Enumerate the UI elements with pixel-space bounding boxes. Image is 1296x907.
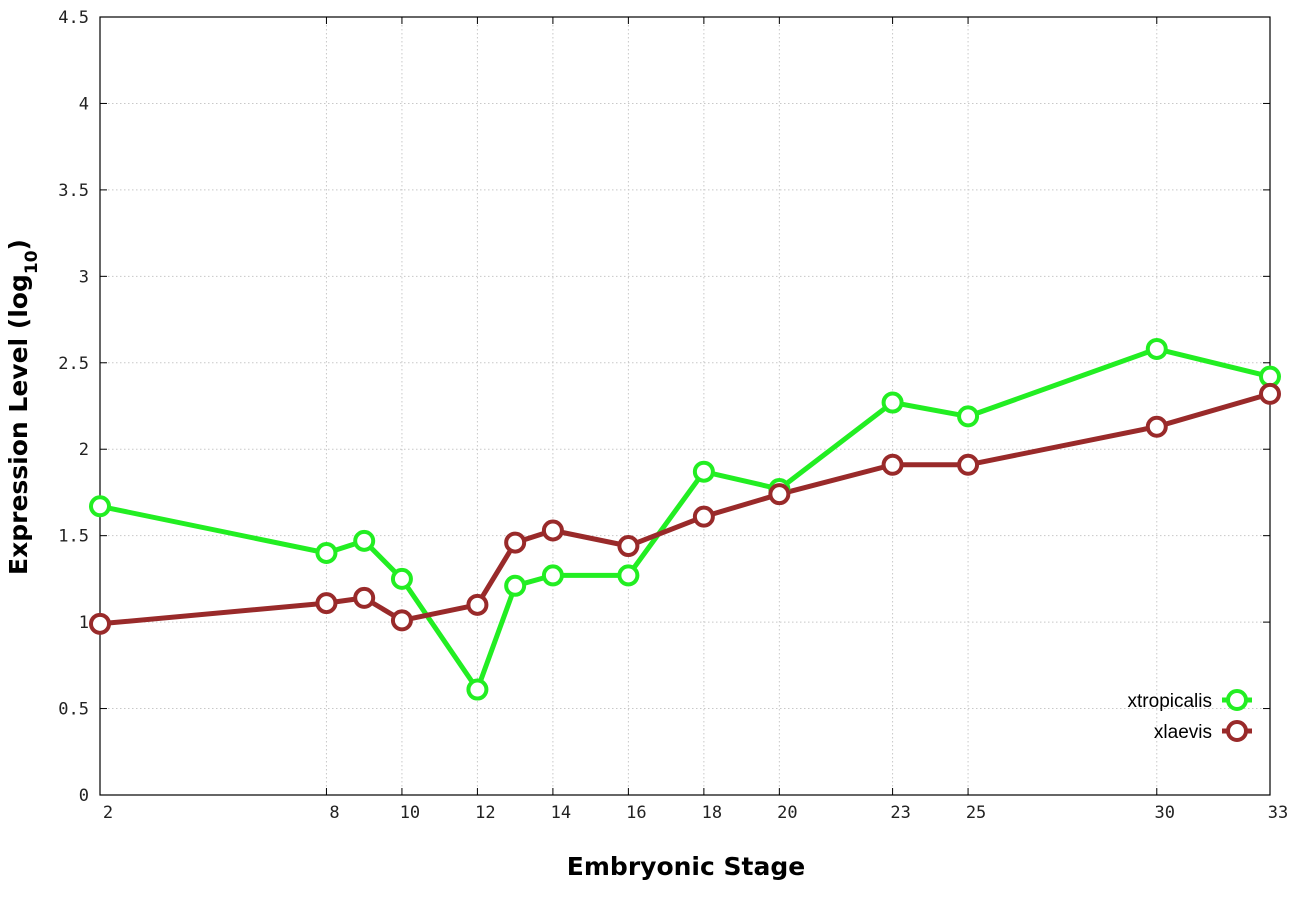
data-point-xlaevis (1145, 415, 1168, 438)
legend-label-xtropicalis: xtropicalis (1128, 691, 1212, 712)
x-tick-label: 30 (1155, 803, 1175, 823)
y-tick-label: 0.5 (58, 700, 89, 720)
series-line-xtropicalis (99, 346, 1271, 692)
y-tick-label: 0 (79, 786, 89, 806)
x-tick-label: 12 (475, 803, 495, 823)
plot-frame (99, 16, 1271, 796)
x-tick-label: 10 (400, 803, 420, 823)
data-point-xtropicalis (315, 541, 338, 564)
x-tick-label: 23 (890, 803, 910, 823)
y-axis-title: Expression Level (log10) (4, 239, 42, 575)
grid-lines (99, 16, 1271, 796)
data-point-xlaevis (957, 453, 980, 476)
x-tick-label: 16 (626, 803, 646, 823)
data-point-xtropicalis (390, 567, 413, 590)
y-tick-label: 2.5 (58, 354, 89, 374)
x-tick-label: 8 (329, 803, 339, 823)
data-point-xlaevis (1259, 382, 1281, 405)
x-tick-label: 2 (103, 803, 113, 823)
data-point-xlaevis (315, 592, 338, 615)
data-point-xlaevis (541, 519, 564, 542)
legend-marker-xtropicalis (1226, 689, 1248, 711)
data-point-xtropicalis (617, 564, 640, 587)
y-tick-label: 4.5 (58, 8, 89, 28)
y-axis-title-main: Expression Level (log (4, 274, 33, 575)
data-point-xlaevis (617, 535, 640, 558)
data-point-xlaevis (768, 483, 791, 506)
y-tick-label: 1.5 (58, 527, 89, 547)
y-tick-label: 2 (79, 440, 89, 460)
data-point-xtropicalis (466, 678, 489, 701)
legend: xtropicalis xlaevis (1128, 689, 1252, 743)
x-tick-label: 20 (777, 803, 797, 823)
data-point-xtropicalis (692, 460, 715, 483)
y-axis-title-subscript: 10 (22, 250, 42, 274)
data-point-xtropicalis (1145, 337, 1168, 360)
x-tick-label: 33 (1268, 803, 1288, 823)
data-point-xtropicalis (504, 574, 527, 597)
y-tick-label: 1 (79, 613, 89, 633)
data-point-xlaevis (353, 586, 376, 609)
data-point-xlaevis (881, 453, 904, 476)
legend-marker-xlaevis (1226, 720, 1248, 742)
x-tick-label: 14 (551, 803, 571, 823)
series-group (89, 337, 1281, 701)
data-point-xtropicalis (541, 564, 564, 587)
data-point-xtropicalis (89, 495, 111, 518)
y-tick-label: 4 (79, 94, 89, 114)
data-point-xtropicalis (957, 405, 980, 428)
axis-ticks: 2 8 10 12 14 16 18 20 23 25 30 33 0 0.5 1 1.5 2 2.5 3 3.5 4 4… (58, 8, 1288, 823)
legend-label-xlaevis: xlaevis (1154, 722, 1212, 743)
y-tick-label: 3.5 (58, 181, 89, 201)
x-axis-title: Embryonic Stage (567, 852, 805, 881)
y-axis-title-close: ) (4, 239, 33, 250)
data-point-xlaevis (89, 612, 111, 635)
series-line-xlaevis (99, 391, 1271, 627)
y-tick-label: 3 (79, 267, 89, 287)
x-tick-label: 25 (966, 803, 986, 823)
x-tick-label: 18 (702, 803, 722, 823)
data-point-xlaevis (692, 505, 715, 528)
data-point-xlaevis (504, 531, 527, 554)
data-point-xtropicalis (881, 391, 904, 414)
data-point-xlaevis (390, 609, 413, 632)
data-point-xtropicalis (353, 529, 376, 552)
data-point-xlaevis (466, 593, 489, 616)
